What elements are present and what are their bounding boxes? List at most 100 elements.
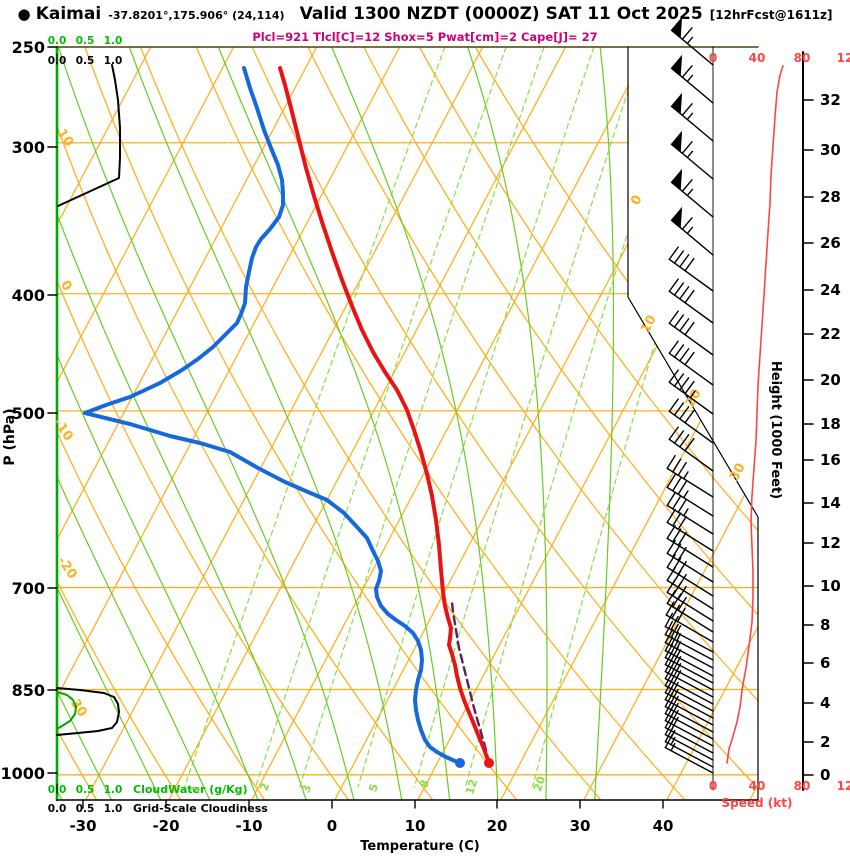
dry-adiabat-line bbox=[140, 47, 601, 800]
barb-staff bbox=[664, 670, 714, 698]
wind-speed-trace bbox=[726, 65, 784, 764]
dewpoint-trace bbox=[83, 66, 462, 765]
wind-barb bbox=[664, 612, 714, 653]
valid-time: Valid 1300 NZDT (0000Z) SAT 11 Oct 2025 bbox=[299, 4, 703, 24]
temp-tick-label: 20 bbox=[487, 817, 508, 835]
barb-full bbox=[666, 491, 676, 507]
speed-axis-title: Speed (kt) bbox=[722, 796, 793, 810]
temp-tick-label: -20 bbox=[152, 817, 179, 835]
wind-barb bbox=[665, 601, 714, 643]
barb-staff bbox=[666, 579, 714, 610]
wind-barb bbox=[670, 54, 714, 104]
barb-full bbox=[673, 373, 685, 387]
height-tick-label: 18 bbox=[820, 415, 841, 433]
dry-adiabat-label: 0 bbox=[57, 278, 74, 294]
cloudwater-scale-top: 1.0 bbox=[104, 35, 123, 47]
barb-full bbox=[676, 607, 686, 623]
barb-staff bbox=[664, 740, 714, 768]
barb-full bbox=[684, 351, 695, 366]
moist-adiabat-line bbox=[467, 47, 548, 800]
barb-full bbox=[672, 512, 682, 527]
barb-full bbox=[679, 434, 690, 448]
mixing-ratio-label: 3 bbox=[299, 783, 314, 794]
barb-full bbox=[664, 706, 674, 722]
height-tick-label: 16 bbox=[820, 451, 841, 469]
speed-tick-bottom: 12 bbox=[837, 779, 850, 793]
barb-full bbox=[668, 426, 679, 440]
barb-full bbox=[684, 321, 695, 336]
moist-adiabat-line bbox=[57, 47, 211, 800]
station-bullet-icon: ● bbox=[17, 5, 31, 23]
dry-adiabat-line bbox=[57, 47, 433, 800]
barb-full bbox=[666, 553, 676, 569]
barb-half bbox=[686, 150, 694, 159]
isotherm-line bbox=[57, 47, 152, 800]
isobar-grid bbox=[56, 142, 759, 776]
cloudwater-scale-bottom: 1.0 bbox=[104, 784, 123, 796]
mixing-ratio-line bbox=[184, 47, 446, 788]
wind-barb bbox=[670, 92, 714, 142]
barb-staff bbox=[664, 656, 714, 684]
isotherm-label: 0 bbox=[628, 193, 645, 208]
barb-staff bbox=[664, 698, 714, 726]
mixing-ratio-label: 1 bbox=[187, 783, 202, 794]
pressure-tick-label: 500 bbox=[12, 404, 45, 423]
dewpoint-curve bbox=[83, 66, 462, 765]
barb-half bbox=[686, 226, 694, 235]
barb-half bbox=[689, 390, 696, 399]
height-tick-label: 8 bbox=[820, 616, 830, 634]
cloudwater-profile-low bbox=[56, 691, 77, 730]
barb-half bbox=[686, 36, 694, 45]
cloudiness-profile-top bbox=[57, 64, 121, 207]
barb-full bbox=[677, 596, 687, 611]
wind-barb bbox=[666, 539, 714, 583]
temp-tick-label: 40 bbox=[653, 817, 674, 835]
barb-half bbox=[670, 736, 676, 746]
height-tick-label: 10 bbox=[820, 577, 841, 595]
barb-full bbox=[666, 508, 676, 524]
moist-adiabat-line bbox=[57, 47, 162, 800]
cloudiness-scale-bottom: 0.5 bbox=[76, 803, 95, 815]
moist-adiabat-line bbox=[128, 47, 403, 800]
barb-full bbox=[677, 461, 687, 476]
barb-full bbox=[681, 141, 693, 154]
barb-staff bbox=[668, 410, 714, 444]
temp-tick-label: 0 bbox=[327, 817, 337, 835]
temperature-trace bbox=[278, 66, 491, 765]
barb-full bbox=[672, 528, 682, 543]
height-tick-label: 4 bbox=[820, 694, 830, 712]
barb-pennant bbox=[670, 16, 683, 39]
isotherm-line bbox=[500, 47, 758, 800]
surface-dewpoint-dot bbox=[455, 758, 465, 768]
isotherm-line bbox=[417, 47, 758, 800]
barb-full bbox=[665, 601, 675, 616]
dry-adiabat-line bbox=[84, 47, 517, 800]
dry-adiabats bbox=[57, 47, 758, 800]
moist-adiabat-line bbox=[594, 47, 615, 800]
temp-tick-label: 30 bbox=[570, 817, 591, 835]
isotherm-line bbox=[85, 47, 484, 800]
barb-full bbox=[664, 664, 674, 680]
barb-staff bbox=[664, 733, 714, 761]
barb-full bbox=[668, 310, 679, 324]
surface-temp-dot bbox=[484, 758, 494, 768]
barb-full bbox=[679, 286, 690, 300]
barb-staff bbox=[664, 746, 714, 774]
surface-dewpoint-dot bbox=[455, 758, 465, 768]
moist-adiabat-line bbox=[331, 47, 499, 800]
barb-full bbox=[672, 593, 682, 608]
barb-full bbox=[684, 257, 695, 272]
barb-staff bbox=[664, 719, 714, 747]
wind-barb bbox=[670, 16, 714, 66]
mixing-ratio-label: 20 bbox=[531, 774, 548, 793]
moist-adiabat-line bbox=[57, 47, 307, 800]
isotherm-label: 30 bbox=[727, 461, 749, 484]
barb-full bbox=[673, 314, 685, 328]
wind-barb bbox=[670, 206, 714, 256]
barb-full bbox=[668, 246, 679, 260]
barb-full bbox=[664, 650, 674, 666]
barb-full bbox=[681, 103, 693, 116]
moist-adiabat-line bbox=[57, 47, 259, 800]
dry-adiabat-line bbox=[195, 47, 685, 800]
